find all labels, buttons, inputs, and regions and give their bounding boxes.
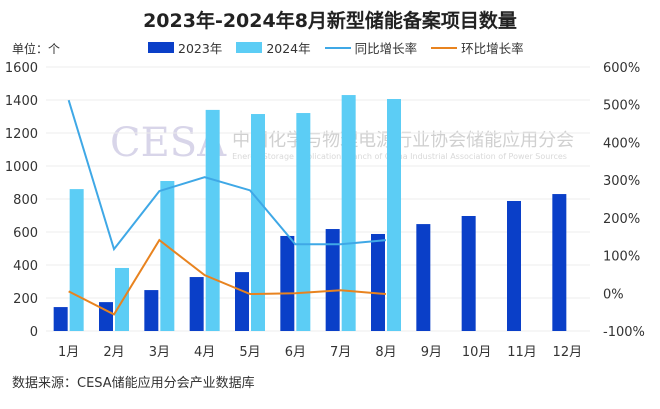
y2-tick-label: 400%: [603, 136, 640, 151]
x-tick-label: 1月: [58, 345, 79, 360]
x-tick-label: 3月: [149, 345, 170, 360]
legend: 2023年 2024年 同比增长率 环比增长率: [148, 38, 524, 57]
x-tick-label: 4月: [194, 345, 215, 360]
bar-2024年: [251, 114, 265, 332]
y2-tick-label: 200%: [603, 212, 640, 227]
y2-tick-label: 600%: [603, 61, 640, 76]
legend-swatch: [431, 46, 458, 49]
x-tick-label: 10月: [462, 345, 492, 360]
bar-2023年: [416, 224, 431, 331]
bar-2023年: [99, 302, 113, 331]
x-tick-label: 9月: [421, 345, 442, 360]
legend-item: 同比增长率: [324, 38, 418, 57]
x-tick-label: 11月: [507, 345, 537, 360]
legend-item: 2024年: [236, 38, 311, 57]
legend-swatch: [324, 46, 351, 49]
bar-2024年: [205, 109, 220, 332]
bar-2024年: [341, 95, 356, 331]
bar-2024年: [387, 99, 401, 331]
legend-label: 2023年: [178, 41, 223, 56]
y-tick-label: 400: [13, 259, 38, 274]
legend-swatch: [236, 42, 263, 53]
bar-2023年: [144, 290, 159, 331]
legend-label: 环比增长率: [461, 41, 524, 56]
x-tick-label: 7月: [330, 345, 351, 360]
legend-item: 环比增长率: [431, 38, 524, 57]
bar-2023年: [325, 229, 340, 331]
bar-2023年: [280, 235, 295, 331]
y-tick-label: 200: [13, 292, 38, 307]
x-tick-label: 6月: [285, 345, 306, 360]
bar-2024年: [296, 113, 311, 331]
bar-2023年: [53, 307, 68, 331]
y-tick-label: 800: [13, 193, 38, 208]
legend-swatch: [148, 42, 174, 53]
line-环比增长率: [68, 238, 387, 316]
y2-tick-label: 0%: [603, 287, 624, 302]
legend-label: 2024年: [266, 41, 311, 56]
y-tick-label: 1000: [5, 160, 38, 175]
y2-tick-label: -100%: [603, 325, 645, 340]
legend-item: 2023年: [148, 38, 222, 57]
x-tick-label: 12月: [553, 345, 583, 360]
bar-2024年: [160, 181, 175, 331]
y-tick-label: 0: [30, 325, 38, 340]
line-同比增长率: [67, 99, 387, 252]
x-tick-label: 8月: [375, 345, 396, 360]
y2-tick-label: 300%: [603, 174, 640, 189]
y-tick-label: 1600: [5, 61, 38, 76]
bar-2023年: [461, 215, 476, 331]
y-tick-label: 600: [13, 226, 38, 241]
y-tick-label: 1200: [5, 127, 38, 142]
bar-2023年: [507, 200, 521, 331]
x-tick-label: 2月: [103, 345, 124, 360]
unit-label: 单位：个: [12, 42, 61, 56]
bar-2023年: [552, 194, 567, 331]
y2-tick-label: 500%: [603, 99, 640, 114]
y-tick-label: 1400: [5, 94, 38, 109]
y2-tick-label: 100%: [603, 250, 640, 265]
chart-title: 2023年-2024年8月新型储能备案项目数量: [143, 10, 517, 32]
x-tick-label: 5月: [239, 345, 260, 360]
bar-2023年: [189, 277, 204, 331]
bar-2023年: [235, 272, 249, 331]
bar-2023年: [371, 233, 385, 331]
legend-label: 同比增长率: [354, 41, 418, 56]
bar-2024年: [69, 189, 84, 331]
source-note: 数据来源：CESA储能应用分会产业数据库: [12, 376, 255, 391]
